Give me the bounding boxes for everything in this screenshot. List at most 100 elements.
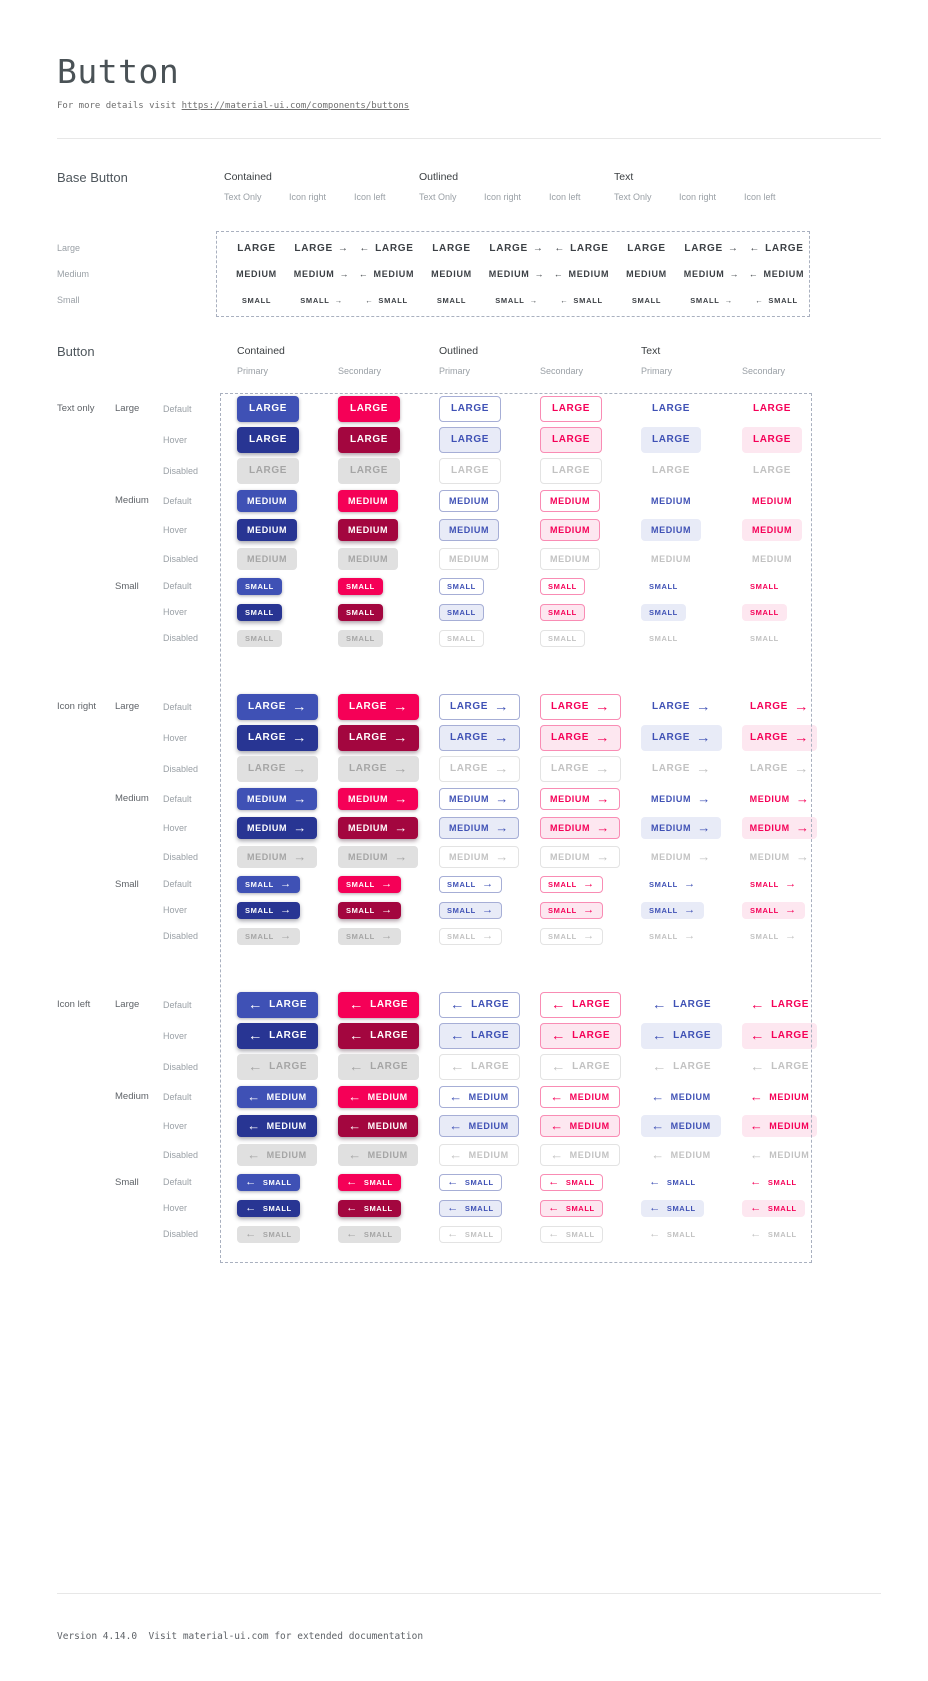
button-text-primary-text-only-small-hover[interactable]: SMALL	[641, 603, 686, 621]
button-contained-secondary-icon-left-large-hover[interactable]: ← LARGE	[338, 1022, 420, 1049]
base-button-text-text-only-small[interactable]: SMALL	[632, 296, 661, 305]
base-button-text-text-only-medium[interactable]: MEDIUM	[626, 269, 667, 279]
button-outlined-secondary-icon-left-large-hover[interactable]: ← LARGE	[540, 1022, 622, 1049]
base-button-text-icon-left-large[interactable]: ← LARGE	[749, 243, 803, 254]
button-contained-secondary-icon-right-large-hover[interactable]: LARGE →	[338, 724, 420, 751]
button-outlined-primary-text-only-medium-default[interactable]: MEDIUM	[439, 489, 500, 512]
button-contained-primary-icon-right-medium-hover[interactable]: MEDIUM →	[237, 816, 317, 839]
button-text-secondary-text-only-small-hover[interactable]: SMALL	[742, 603, 787, 621]
button-outlined-secondary-icon-right-small-default[interactable]: SMALL →	[540, 875, 603, 893]
button-outlined-primary-text-only-large-hover[interactable]: LARGE	[439, 426, 501, 453]
button-contained-secondary-icon-left-small-hover[interactable]: ← SMALL	[338, 1199, 401, 1217]
base-button-contained-text-only-small[interactable]: SMALL	[242, 296, 271, 305]
base-button-contained-icon-right-small[interactable]: SMALL →	[300, 296, 343, 305]
button-contained-primary-icon-right-large-hover[interactable]: LARGE →	[237, 724, 319, 751]
button-text-primary-icon-right-medium-default[interactable]: MEDIUM →	[641, 788, 721, 810]
button-contained-secondary-icon-right-medium-default[interactable]: MEDIUM →	[338, 787, 418, 810]
base-button-outlined-icon-right-small[interactable]: SMALL →	[495, 296, 538, 305]
button-outlined-secondary-icon-right-medium-default[interactable]: MEDIUM →	[540, 787, 620, 810]
button-outlined-primary-icon-left-small-default[interactable]: ← SMALL	[439, 1173, 502, 1191]
base-button-outlined-icon-left-small[interactable]: ← SMALL	[560, 296, 603, 305]
button-contained-secondary-icon-right-large-default[interactable]: LARGE →	[338, 693, 420, 720]
base-button-text-text-only-large[interactable]: LARGE	[627, 243, 666, 254]
button-contained-secondary-text-only-large-hover[interactable]: LARGE	[338, 426, 400, 453]
button-outlined-secondary-text-only-medium-hover[interactable]: MEDIUM	[540, 518, 601, 541]
button-outlined-primary-icon-left-medium-hover[interactable]: ← MEDIUM	[439, 1114, 519, 1137]
button-text-secondary-icon-left-large-hover[interactable]: ← LARGE	[742, 1022, 817, 1049]
button-text-secondary-icon-right-large-hover[interactable]: LARGE →	[742, 724, 817, 751]
base-button-outlined-text-only-small[interactable]: SMALL	[437, 296, 466, 305]
button-contained-primary-text-only-large-default[interactable]: LARGE	[237, 395, 299, 422]
button-contained-secondary-text-only-large-default[interactable]: LARGE	[338, 395, 400, 422]
button-contained-primary-text-only-medium-default[interactable]: MEDIUM	[237, 489, 298, 512]
button-text-primary-icon-left-large-default[interactable]: ← LARGE	[641, 992, 722, 1018]
button-outlined-secondary-icon-right-small-hover[interactable]: SMALL →	[540, 901, 603, 919]
button-contained-primary-icon-right-small-hover[interactable]: SMALL →	[237, 901, 300, 919]
button-text-secondary-text-only-medium-hover[interactable]: MEDIUM	[742, 518, 803, 541]
button-text-primary-text-only-large-hover[interactable]: LARGE	[641, 426, 701, 453]
button-contained-secondary-icon-right-medium-hover[interactable]: MEDIUM →	[338, 816, 418, 839]
button-contained-primary-icon-right-medium-default[interactable]: MEDIUM →	[237, 787, 317, 810]
button-outlined-secondary-icon-left-medium-default[interactable]: ← MEDIUM	[540, 1085, 620, 1108]
button-contained-secondary-icon-left-large-default[interactable]: ← LARGE	[338, 991, 420, 1018]
button-outlined-secondary-text-only-large-hover[interactable]: LARGE	[540, 426, 602, 453]
button-contained-primary-icon-left-large-default[interactable]: ← LARGE	[237, 991, 319, 1018]
base-button-contained-icon-left-small[interactable]: ← SMALL	[365, 296, 408, 305]
button-text-secondary-text-only-medium-default[interactable]: MEDIUM	[742, 490, 802, 512]
button-outlined-primary-text-only-large-default[interactable]: LARGE	[439, 395, 501, 422]
base-button-text-icon-right-medium[interactable]: MEDIUM →	[684, 269, 739, 279]
button-outlined-secondary-icon-right-large-default[interactable]: LARGE →	[540, 693, 622, 720]
base-button-contained-icon-left-medium[interactable]: ← MEDIUM	[359, 269, 414, 279]
button-contained-primary-icon-left-small-default[interactable]: ← SMALL	[237, 1173, 300, 1191]
button-outlined-primary-icon-right-small-default[interactable]: SMALL →	[439, 875, 502, 893]
button-contained-primary-icon-right-small-default[interactable]: SMALL →	[237, 875, 300, 893]
base-button-outlined-icon-right-large[interactable]: LARGE →	[489, 243, 543, 254]
base-button-outlined-icon-right-medium[interactable]: MEDIUM →	[489, 269, 544, 279]
button-contained-primary-text-only-medium-hover[interactable]: MEDIUM	[237, 518, 298, 541]
base-button-outlined-icon-left-medium[interactable]: ← MEDIUM	[554, 269, 609, 279]
button-contained-secondary-icon-left-medium-hover[interactable]: ← MEDIUM	[338, 1114, 418, 1137]
button-contained-primary-icon-left-medium-hover[interactable]: ← MEDIUM	[237, 1114, 317, 1137]
button-outlined-secondary-icon-left-medium-hover[interactable]: ← MEDIUM	[540, 1114, 620, 1137]
button-outlined-primary-text-only-medium-hover[interactable]: MEDIUM	[439, 518, 500, 541]
button-outlined-secondary-icon-left-large-default[interactable]: ← LARGE	[540, 991, 622, 1018]
button-outlined-secondary-icon-right-medium-hover[interactable]: MEDIUM →	[540, 816, 620, 839]
button-text-secondary-icon-right-large-default[interactable]: LARGE →	[742, 694, 817, 720]
button-outlined-primary-icon-left-large-hover[interactable]: ← LARGE	[439, 1022, 521, 1049]
button-outlined-primary-icon-right-large-hover[interactable]: LARGE →	[439, 724, 521, 751]
button-contained-secondary-text-only-small-default[interactable]: SMALL	[338, 577, 383, 595]
button-text-secondary-icon-left-small-hover[interactable]: ← SMALL	[742, 1199, 805, 1217]
button-outlined-primary-icon-right-large-default[interactable]: LARGE →	[439, 693, 521, 720]
button-text-primary-icon-right-medium-hover[interactable]: MEDIUM →	[641, 816, 721, 839]
button-text-primary-icon-right-large-default[interactable]: LARGE →	[641, 694, 722, 720]
button-outlined-primary-icon-right-small-hover[interactable]: SMALL →	[439, 901, 502, 919]
button-text-primary-icon-right-small-default[interactable]: SMALL →	[641, 876, 704, 893]
button-contained-primary-text-only-small-hover[interactable]: SMALL	[237, 603, 282, 621]
base-button-text-icon-left-medium[interactable]: ← MEDIUM	[749, 269, 804, 279]
button-text-secondary-icon-left-large-default[interactable]: ← LARGE	[742, 992, 817, 1018]
button-text-primary-icon-left-medium-hover[interactable]: ← MEDIUM	[641, 1114, 721, 1137]
button-text-primary-icon-left-small-default[interactable]: ← SMALL	[641, 1174, 704, 1191]
button-text-secondary-icon-right-small-default[interactable]: SMALL →	[742, 876, 805, 893]
button-text-secondary-text-only-large-default[interactable]: LARGE	[742, 396, 802, 422]
button-outlined-secondary-icon-right-large-hover[interactable]: LARGE →	[540, 724, 622, 751]
button-text-primary-icon-right-large-hover[interactable]: LARGE →	[641, 724, 723, 751]
button-outlined-secondary-text-only-small-default[interactable]: SMALL	[540, 577, 585, 595]
button-outlined-secondary-text-only-small-hover[interactable]: SMALL	[540, 603, 585, 621]
button-outlined-primary-icon-left-small-hover[interactable]: ← SMALL	[439, 1199, 502, 1217]
button-text-primary-text-only-small-default[interactable]: SMALL	[641, 578, 686, 595]
button-text-secondary-icon-right-medium-default[interactable]: MEDIUM →	[742, 788, 817, 810]
docs-link[interactable]: https://material-ui.com/components/butto…	[181, 101, 410, 111]
button-text-secondary-icon-left-medium-default[interactable]: ← MEDIUM	[742, 1086, 817, 1108]
base-button-text-icon-right-small[interactable]: SMALL →	[690, 296, 733, 305]
button-contained-primary-icon-right-large-default[interactable]: LARGE →	[237, 693, 319, 720]
button-contained-primary-icon-left-large-hover[interactable]: ← LARGE	[237, 1022, 319, 1049]
base-button-text-icon-right-large[interactable]: LARGE →	[684, 243, 738, 254]
button-contained-primary-icon-left-medium-default[interactable]: ← MEDIUM	[237, 1085, 317, 1108]
button-contained-secondary-icon-left-small-default[interactable]: ← SMALL	[338, 1173, 401, 1191]
button-outlined-primary-text-only-small-default[interactable]: SMALL	[439, 577, 484, 595]
button-outlined-secondary-icon-left-small-hover[interactable]: ← SMALL	[540, 1199, 603, 1217]
button-contained-secondary-text-only-small-hover[interactable]: SMALL	[338, 603, 383, 621]
button-text-secondary-icon-left-medium-hover[interactable]: ← MEDIUM	[742, 1114, 817, 1137]
button-text-secondary-icon-right-small-hover[interactable]: SMALL →	[742, 901, 805, 919]
